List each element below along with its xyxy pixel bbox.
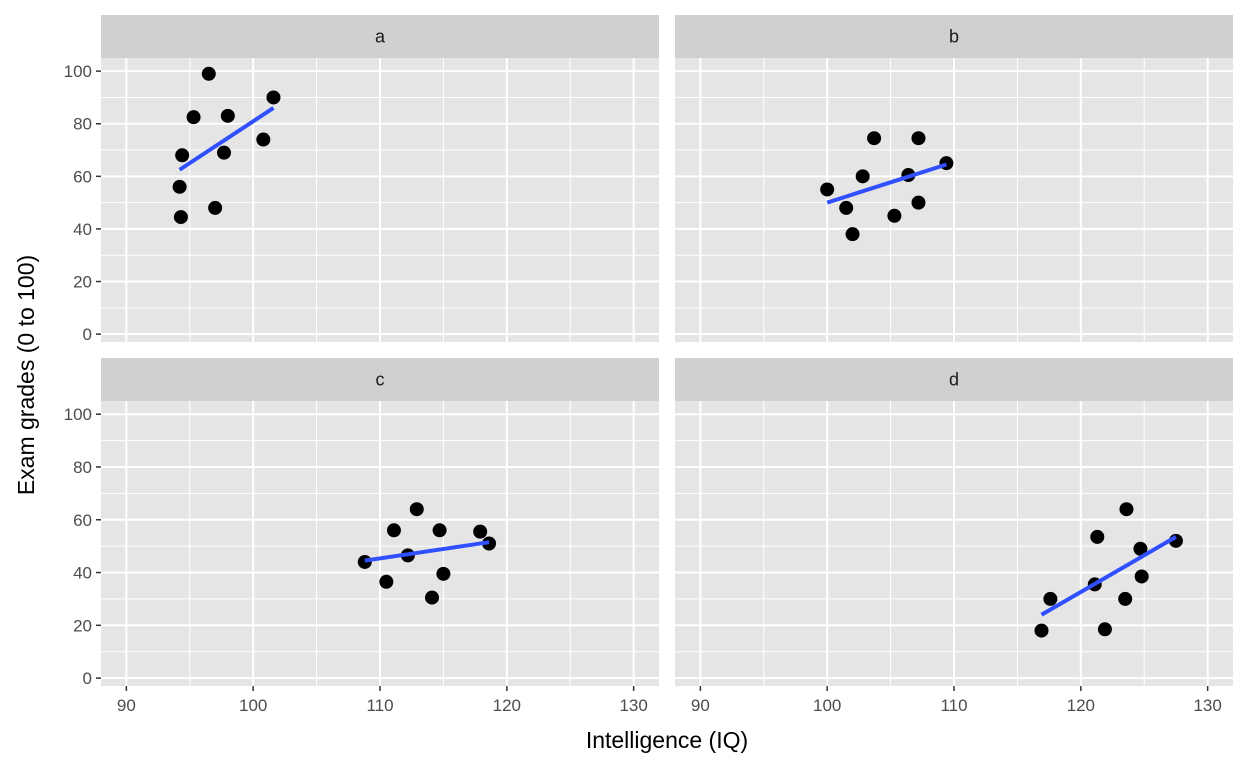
- x-tick-label: 100: [813, 696, 841, 715]
- facet-strip: [101, 15, 659, 58]
- x-tick-label: 100: [239, 696, 267, 715]
- data-point: [173, 210, 188, 225]
- data-point: [386, 523, 401, 538]
- facet-strip-label: b: [949, 27, 959, 47]
- facet-strip-label: d: [949, 370, 959, 390]
- data-point: [175, 148, 190, 163]
- y-axis-title: Exam grades (0 to 100): [13, 255, 39, 495]
- data-point: [201, 66, 216, 81]
- data-point: [911, 195, 926, 210]
- regression-line: [1040, 535, 1177, 617]
- data-point: [409, 502, 424, 517]
- data-point: [820, 182, 835, 197]
- facet-panel-a: a 0 20 40 60 80 100: [64, 15, 659, 344]
- data-point: [1043, 591, 1058, 606]
- facet-strip: [101, 358, 659, 401]
- data-point: [379, 574, 394, 589]
- y-tick-label: 0: [83, 325, 92, 344]
- data-point: [1134, 569, 1149, 584]
- y-tick-label: 0: [83, 669, 92, 688]
- facet-strip-label: a: [375, 27, 386, 47]
- data-point: [911, 131, 926, 146]
- data-point: [424, 590, 439, 605]
- data-point: [1090, 529, 1105, 544]
- data-point: [432, 523, 447, 538]
- x-axis-title: Intelligence (IQ): [586, 727, 748, 753]
- x-tick-label: 120: [493, 696, 521, 715]
- y-tick-label: 80: [73, 115, 92, 134]
- x-tick-label: 110: [940, 696, 967, 715]
- facet-strip: [675, 358, 1233, 401]
- facet-strip: [675, 15, 1233, 58]
- data-point: [887, 208, 902, 223]
- data-point: [266, 90, 281, 105]
- y-tick-label: 40: [73, 564, 92, 583]
- data-point: [867, 131, 882, 146]
- data-point: [357, 554, 372, 569]
- data-point: [217, 145, 232, 160]
- data-point: [1118, 591, 1133, 606]
- data-point: [220, 108, 235, 123]
- data-point: [1119, 502, 1134, 517]
- y-tick-label: 100: [64, 62, 92, 81]
- data-point: [1097, 622, 1112, 637]
- x-tick-label: 120: [1067, 696, 1095, 715]
- data-point: [839, 200, 854, 215]
- facet-strip-label: c: [376, 370, 385, 390]
- y-tick-label: 80: [73, 458, 92, 477]
- y-tick-label: 60: [73, 511, 92, 530]
- regression-line: [364, 540, 490, 563]
- data-point: [1133, 541, 1148, 556]
- y-tick-label: 60: [73, 167, 92, 186]
- facet-panel-d: d 90 100 110 120 130: [675, 358, 1233, 715]
- y-tick-label: 20: [73, 273, 92, 292]
- data-point: [473, 524, 488, 539]
- data-point: [436, 566, 451, 581]
- facet-panel-c: c 0 20 40 60 80 100 90 100 110 120 130: [64, 358, 659, 715]
- data-point: [1034, 623, 1049, 638]
- data-point: [845, 227, 860, 242]
- data-point: [186, 110, 201, 125]
- x-tick-label: 130: [619, 696, 647, 715]
- regression-line: [826, 162, 948, 205]
- x-tick-label: 110: [366, 696, 393, 715]
- facet-panel-b: b: [675, 15, 1233, 342]
- data-point: [256, 132, 271, 147]
- regression-line: [178, 106, 275, 172]
- x-tick-label: 130: [1193, 696, 1221, 715]
- data-point: [172, 179, 187, 194]
- x-tick-label: 90: [117, 696, 136, 715]
- data-point: [855, 169, 870, 184]
- y-tick-label: 40: [73, 220, 92, 239]
- data-point: [208, 200, 223, 215]
- y-tick-label: 20: [73, 616, 92, 635]
- x-tick-label: 90: [691, 696, 710, 715]
- y-tick-label: 100: [64, 405, 92, 424]
